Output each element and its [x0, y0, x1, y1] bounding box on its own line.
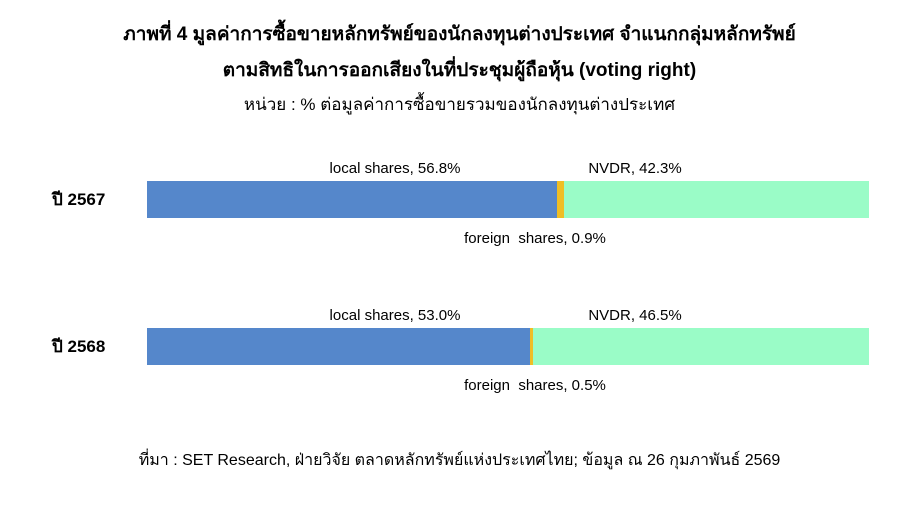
local-shares-segment-2568 — [147, 328, 530, 365]
nvdr-segment-2568 — [533, 328, 869, 365]
stacked-bar-2567 — [147, 181, 869, 218]
local-shares-label-2567: local shares, 56.8% — [329, 160, 461, 177]
chart-title-line2: ตามสิทธิในการออกเสียงในที่ประชุมผู้ถือหุ… — [222, 60, 697, 81]
local-shares-segment-2567 — [147, 181, 558, 218]
foreign-shares-label-2567: foreign shares, 0.9% — [464, 230, 606, 247]
nvdr-segment-2567 — [563, 181, 869, 218]
nvdr-label-2568: NVDR, 46.5% — [588, 307, 682, 324]
chart-unit-note: หน่วย : % ต่อมูลค่าการซื้อขายรวมของนักลง… — [243, 95, 676, 114]
local-shares-label-2568: local shares, 53.0% — [329, 307, 461, 324]
year-label-2567: ปี 2567 — [52, 190, 106, 209]
chart-title-line1: ภาพที่ 4 มูลค่าการซื้อขายหลักทรัพย์ของนั… — [123, 24, 796, 45]
stacked-bar-2568 — [147, 328, 869, 365]
year-label-2568: ปี 2568 — [52, 337, 106, 356]
foreign-shares-segment-2568 — [529, 328, 534, 365]
chart-source: ที่มา : SET Research, ฝ่ายวิจัย ตลาดหลัก… — [138, 452, 781, 469]
foreign-shares-label-2568: foreign shares, 0.5% — [464, 377, 606, 394]
nvdr-label-2567: NVDR, 42.3% — [588, 160, 682, 177]
foreign-shares-segment-2567 — [557, 181, 564, 218]
